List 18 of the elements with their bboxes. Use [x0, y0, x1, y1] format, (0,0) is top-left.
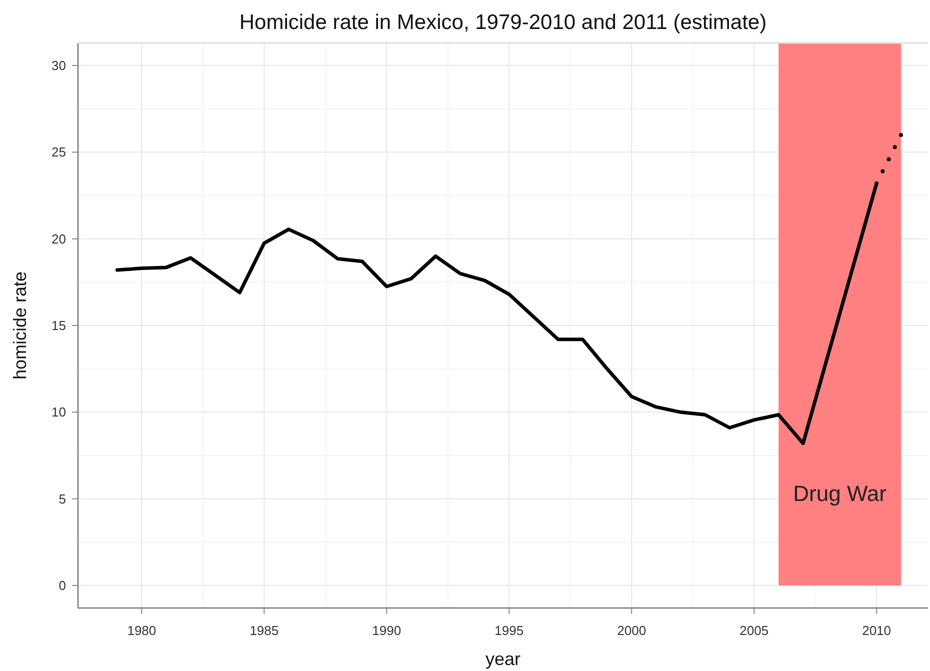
chart-title: Homicide rate in Mexico, 1979-2010 and 2011 (estimate) — [239, 11, 767, 34]
y-tick-label: 30 — [52, 58, 66, 74]
x-tick-label: 1980 — [127, 623, 156, 638]
y-tick-label: 15 — [52, 318, 66, 334]
x-axis-title: year — [485, 649, 521, 669]
y-tick-label: 25 — [52, 144, 66, 160]
y-tick-label: 0 — [58, 578, 66, 594]
x-tick-label: 1995 — [494, 623, 524, 638]
x-tick-label: 2005 — [740, 623, 769, 638]
band-label: Drug War — [793, 480, 886, 506]
y-tick-label: 20 — [52, 231, 66, 246]
x-tick-label: 1990 — [372, 623, 402, 638]
x-tick-label: 2000 — [617, 623, 646, 638]
x-tick-label: 1985 — [250, 623, 279, 638]
y-tick-label: 5 — [58, 491, 66, 506]
y-axis-title: homicide rate — [10, 271, 30, 380]
x-tick-label: 2010 — [862, 623, 892, 638]
y-tick-label: 10 — [52, 404, 66, 420]
